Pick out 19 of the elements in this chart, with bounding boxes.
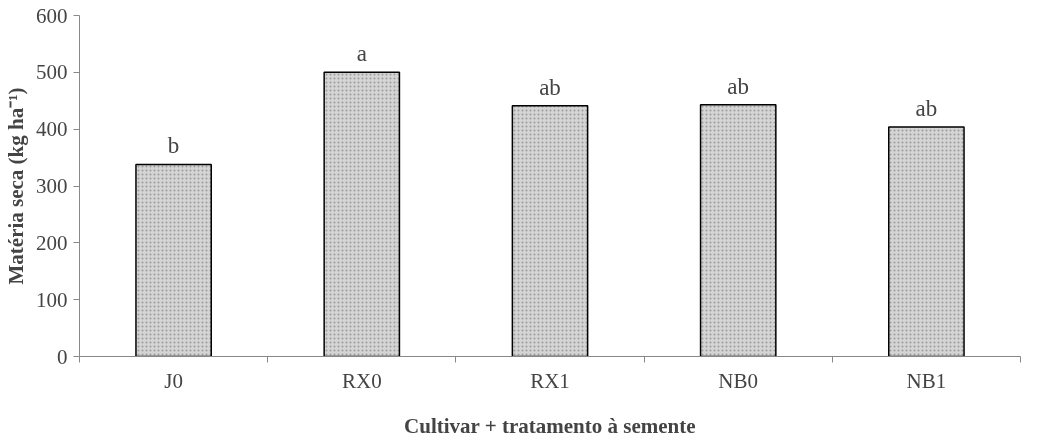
x-axis-title: Cultivar + tratamento à semente [404,413,696,438]
y-tick-label: 400 [36,117,68,142]
annotation: a [356,41,367,67]
y-tick-label: 600 [36,3,68,28]
annotation: ab [727,73,750,99]
x-tick-label: J0 [164,368,183,393]
y-tick-label: 100 [36,287,68,312]
y-tick-label: 200 [36,230,68,255]
annotation: b [167,133,180,159]
y-axis-title: Matéria seca (kg ha⁻¹) [4,87,28,285]
annotation: ab [539,74,561,100]
y-tick-label: 500 [36,60,68,85]
x-tick-label: NB0 [718,368,759,393]
x-tick-label: RX0 [341,368,382,393]
y-tick-label: 0 [57,344,68,369]
annotation: ab [915,95,938,121]
y-tick-label: 300 [36,174,68,198]
x-tick-label: NB1 [906,368,947,393]
x-tick-label: RX1 [530,368,570,393]
